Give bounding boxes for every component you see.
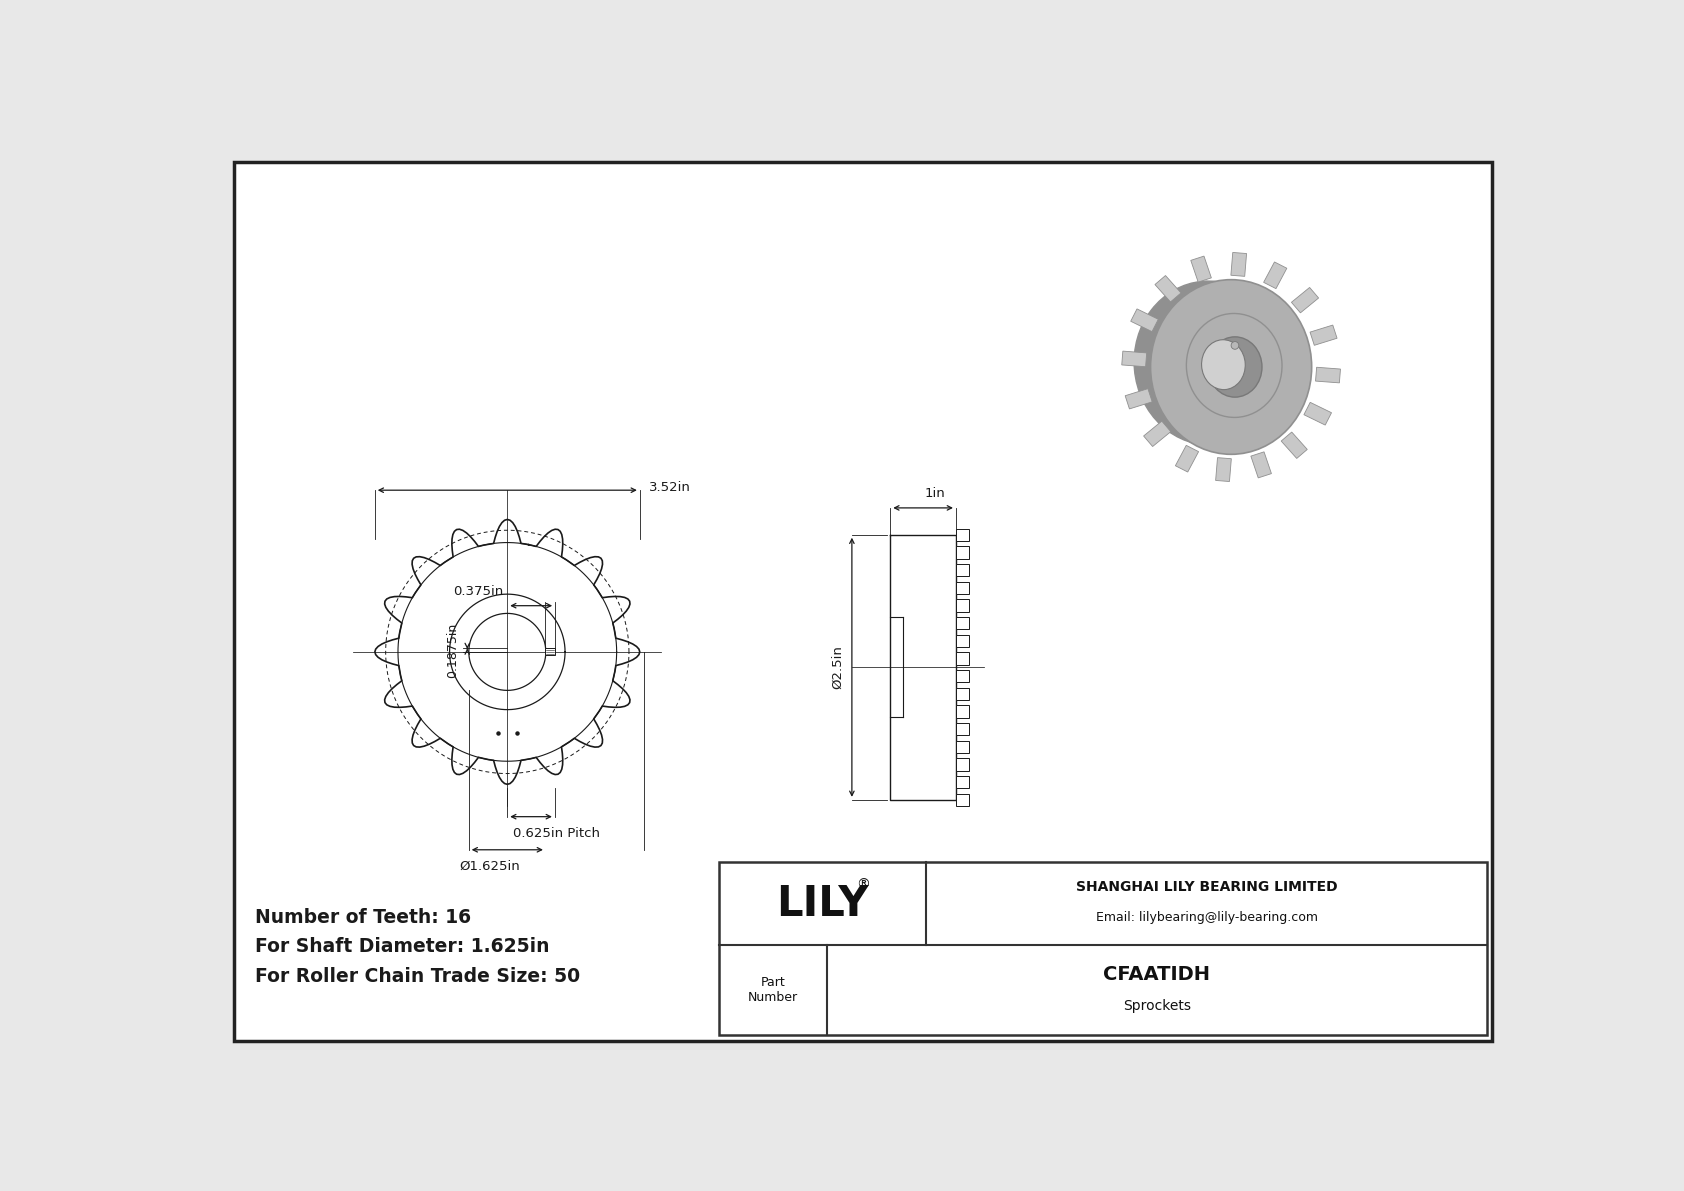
- Polygon shape: [1315, 367, 1340, 382]
- Bar: [957, 687, 968, 700]
- Bar: [957, 723, 968, 735]
- Bar: [957, 671, 968, 682]
- Polygon shape: [1155, 275, 1180, 303]
- Polygon shape: [1310, 325, 1337, 345]
- Text: Ø1.625in: Ø1.625in: [460, 860, 520, 873]
- Text: Ø2.5in: Ø2.5in: [832, 646, 844, 690]
- Bar: [957, 793, 968, 806]
- Ellipse shape: [1202, 339, 1244, 389]
- Polygon shape: [1130, 308, 1159, 331]
- Polygon shape: [1143, 422, 1170, 447]
- Text: Email: lilybearing@lily-bearing.com: Email: lilybearing@lily-bearing.com: [1096, 911, 1317, 924]
- Polygon shape: [1263, 262, 1287, 288]
- Polygon shape: [1231, 252, 1246, 276]
- Text: For Roller Chain Trade Size: 50: For Roller Chain Trade Size: 50: [254, 967, 579, 986]
- Text: 0.375in: 0.375in: [453, 585, 504, 598]
- Bar: [957, 547, 968, 559]
- Polygon shape: [1251, 451, 1271, 478]
- Text: 1in: 1in: [925, 487, 945, 500]
- Circle shape: [1231, 342, 1239, 349]
- Bar: [957, 759, 968, 771]
- Text: Sprockets: Sprockets: [1123, 999, 1191, 1012]
- Text: SHANGHAI LILY BEARING LIMITED: SHANGHAI LILY BEARING LIMITED: [1076, 880, 1337, 893]
- Text: 3.52in: 3.52in: [648, 481, 690, 493]
- Text: CFAATIDH: CFAATIDH: [1103, 966, 1211, 985]
- Polygon shape: [1191, 256, 1211, 282]
- Bar: [719, 862, 1487, 1035]
- Bar: [546, 648, 556, 655]
- Polygon shape: [1282, 432, 1307, 459]
- Bar: [957, 529, 968, 541]
- Polygon shape: [1216, 457, 1231, 481]
- Polygon shape: [1292, 287, 1319, 313]
- Bar: [957, 635, 968, 647]
- Text: ®: ®: [855, 878, 869, 891]
- Polygon shape: [1125, 388, 1152, 409]
- Bar: [957, 775, 968, 788]
- Ellipse shape: [1186, 313, 1282, 417]
- Text: Part
Number: Part Number: [748, 977, 798, 1004]
- Bar: [957, 581, 968, 594]
- Bar: [957, 705, 968, 718]
- Text: For Shaft Diameter: 1.625in: For Shaft Diameter: 1.625in: [254, 937, 549, 956]
- Ellipse shape: [1207, 337, 1261, 397]
- Text: 0.1875in: 0.1875in: [446, 623, 460, 678]
- Polygon shape: [1175, 445, 1199, 472]
- Text: LILY: LILY: [776, 883, 869, 924]
- Text: Number of Teeth: 16: Number of Teeth: 16: [254, 908, 472, 927]
- Bar: [957, 617, 968, 629]
- Polygon shape: [1303, 403, 1332, 425]
- Ellipse shape: [1150, 280, 1312, 454]
- Ellipse shape: [1133, 281, 1285, 445]
- Text: 0.625in Pitch: 0.625in Pitch: [514, 827, 601, 840]
- Bar: [957, 741, 968, 753]
- Bar: [957, 653, 968, 665]
- Polygon shape: [1122, 351, 1147, 367]
- Bar: [957, 565, 968, 576]
- Bar: [957, 599, 968, 612]
